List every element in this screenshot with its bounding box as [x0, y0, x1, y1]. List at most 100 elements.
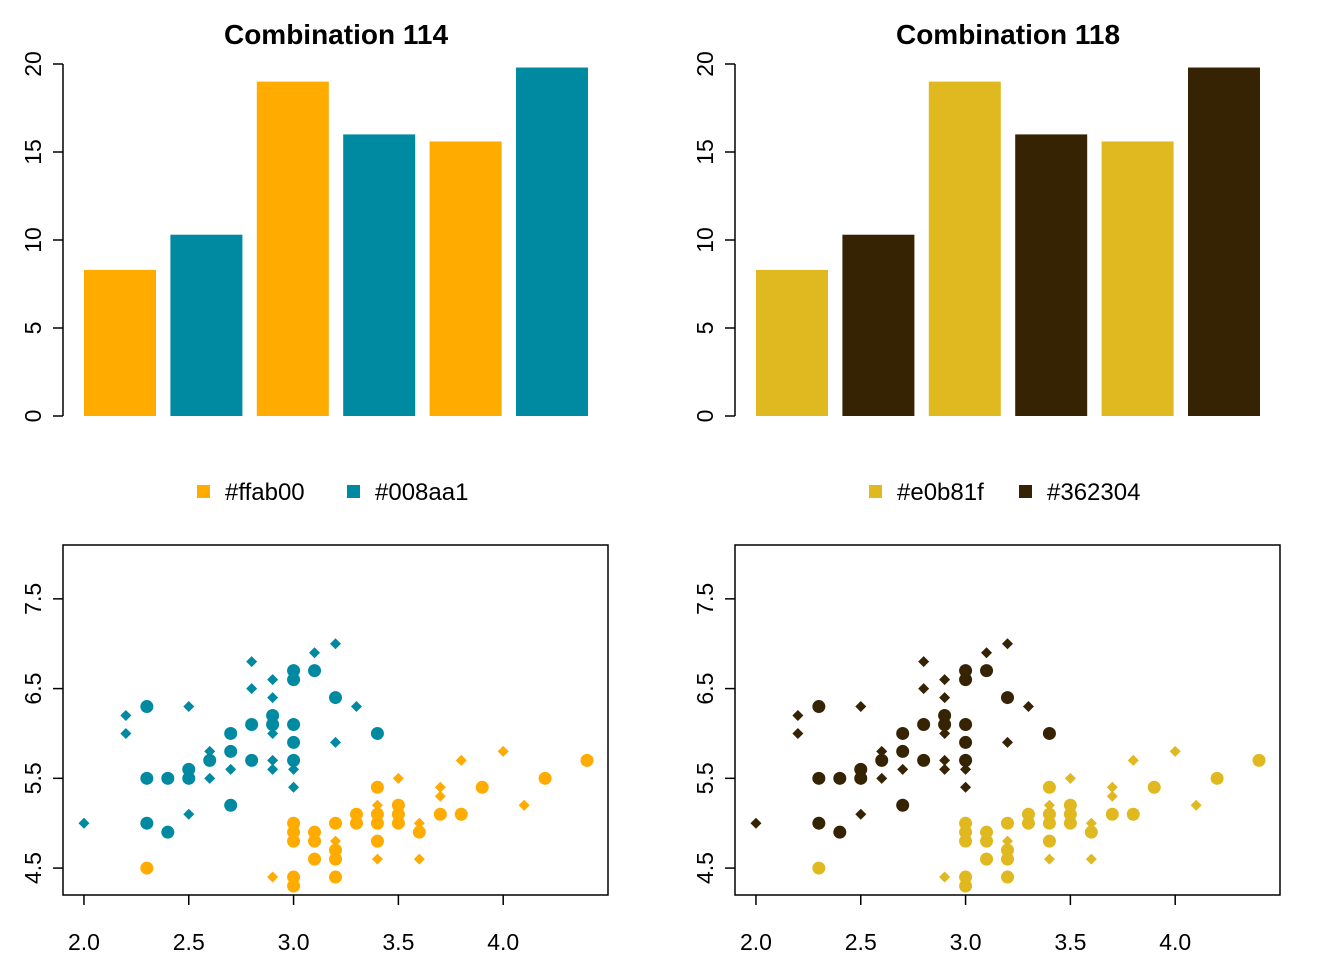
bar: [256, 81, 329, 416]
data-point-diamond: [288, 871, 300, 883]
data-point-diamond: [792, 727, 804, 739]
data-point-diamond: [330, 835, 341, 847]
data-point-circle: [917, 753, 931, 767]
data-point-circle: [287, 673, 301, 687]
y-tick-label: 4.5: [20, 852, 46, 884]
data-point-circle: [1105, 807, 1119, 821]
x-tick-label: 4.0: [487, 929, 519, 955]
data-point-diamond: [413, 853, 425, 865]
data-point-circle: [266, 717, 280, 731]
data-point-diamond: [371, 799, 383, 811]
data-point-circle: [161, 771, 175, 785]
data-point-circle: [1210, 771, 1224, 785]
data-point-circle: [140, 771, 154, 785]
legend-label: #ffab00: [225, 479, 305, 506]
data-point-circle: [161, 825, 175, 839]
data-point-circle: [1084, 825, 1098, 839]
legend-swatch: [347, 485, 360, 498]
data-point-circle: [454, 807, 468, 821]
data-point-diamond: [939, 727, 951, 739]
data-point-circle: [833, 771, 847, 785]
data-point-circle: [1001, 852, 1014, 866]
legend-swatch: [197, 485, 210, 498]
data-point-circle: [203, 753, 217, 767]
data-point-circle: [224, 744, 238, 758]
data-point-diamond: [120, 710, 132, 722]
bar: [842, 234, 915, 416]
legend: #ffab00 #008aa1: [197, 479, 468, 506]
data-point-diamond: [309, 826, 321, 838]
data-point-circle: [287, 664, 301, 678]
data-point-diamond: [371, 817, 383, 829]
data-point-circle: [182, 771, 196, 785]
data-point-circle: [140, 816, 154, 830]
data-point-circle: [287, 816, 301, 830]
legend-swatch: [1019, 485, 1032, 498]
data-point-diamond: [960, 871, 972, 883]
data-point-diamond: [792, 710, 804, 722]
y-tick-label: 0: [692, 410, 718, 423]
data-point-diamond: [939, 692, 951, 704]
data-point-diamond: [267, 763, 279, 775]
data-point-diamond: [960, 880, 972, 892]
x-tick-label: 2.0: [740, 929, 772, 955]
data-point-circle: [245, 717, 259, 731]
data-point-diamond: [288, 880, 300, 892]
bar: [1188, 67, 1260, 417]
data-point-diamond: [350, 701, 362, 713]
data-point-diamond: [1043, 817, 1055, 829]
data-point-diamond: [309, 647, 321, 659]
bar: [343, 134, 416, 416]
data-point-diamond: [1127, 754, 1139, 766]
data-point-diamond: [897, 763, 909, 775]
scatter-plot-1: 2.0 2.5 3.0 3.5 4.0 4.5 5.5 6.5 7.5: [20, 544, 609, 955]
data-point-diamond: [120, 727, 132, 739]
data-point-circle: [370, 780, 384, 794]
data-point-circle: [896, 798, 910, 812]
data-point-circle: [329, 816, 342, 830]
chart-title: Combination 118: [896, 19, 1120, 50]
data-point-diamond: [1002, 736, 1013, 748]
data-point-diamond: [981, 826, 993, 838]
y-tick-label: 7.5: [20, 583, 46, 615]
data-point-circle: [959, 735, 973, 749]
data-point-diamond: [918, 683, 930, 695]
data-point-circle: [1063, 807, 1077, 821]
data-point-circle: [1001, 691, 1014, 705]
data-point-diamond: [1169, 745, 1181, 757]
y-tick-label: 10: [20, 227, 46, 253]
data-point-circle: [959, 664, 973, 678]
data-point-circle: [1042, 780, 1056, 794]
y-tick-label: 20: [692, 51, 718, 77]
data-point-diamond: [1106, 781, 1118, 793]
data-point-circle: [854, 762, 868, 776]
data-point-circle: [938, 709, 952, 723]
bar: [170, 234, 243, 416]
data-point-circle: [140, 861, 154, 875]
data-point-diamond: [434, 790, 446, 802]
data-point-diamond: [78, 817, 90, 829]
data-point-diamond: [1002, 835, 1013, 847]
data-point-circle: [475, 780, 489, 794]
data-point-diamond: [309, 853, 321, 865]
data-point-circle: [959, 825, 973, 839]
bar: [84, 269, 156, 416]
bar-chart-2: Combination 118 0 5 10 15 20 #e0b81f #362304: [692, 19, 1260, 506]
bar: [429, 141, 502, 416]
y-tick-label: 6.5: [692, 673, 718, 705]
data-point-diamond: [330, 844, 341, 856]
data-point-circle: [980, 664, 994, 678]
data-point-circle: [370, 834, 384, 848]
data-point-diamond: [267, 871, 279, 883]
data-point-circle: [140, 700, 154, 714]
data-point-diamond: [939, 754, 951, 766]
x-tick-label: 3.0: [950, 929, 982, 955]
bar: [756, 269, 828, 416]
data-point-circle: [245, 753, 259, 767]
x-tick-label: 3.5: [1054, 929, 1086, 955]
y-tick-label: 6.5: [20, 673, 46, 705]
data-point-diamond: [267, 727, 279, 739]
data-point-circle: [433, 807, 447, 821]
data-point-circle: [391, 798, 405, 812]
data-point-diamond: [1085, 817, 1097, 829]
